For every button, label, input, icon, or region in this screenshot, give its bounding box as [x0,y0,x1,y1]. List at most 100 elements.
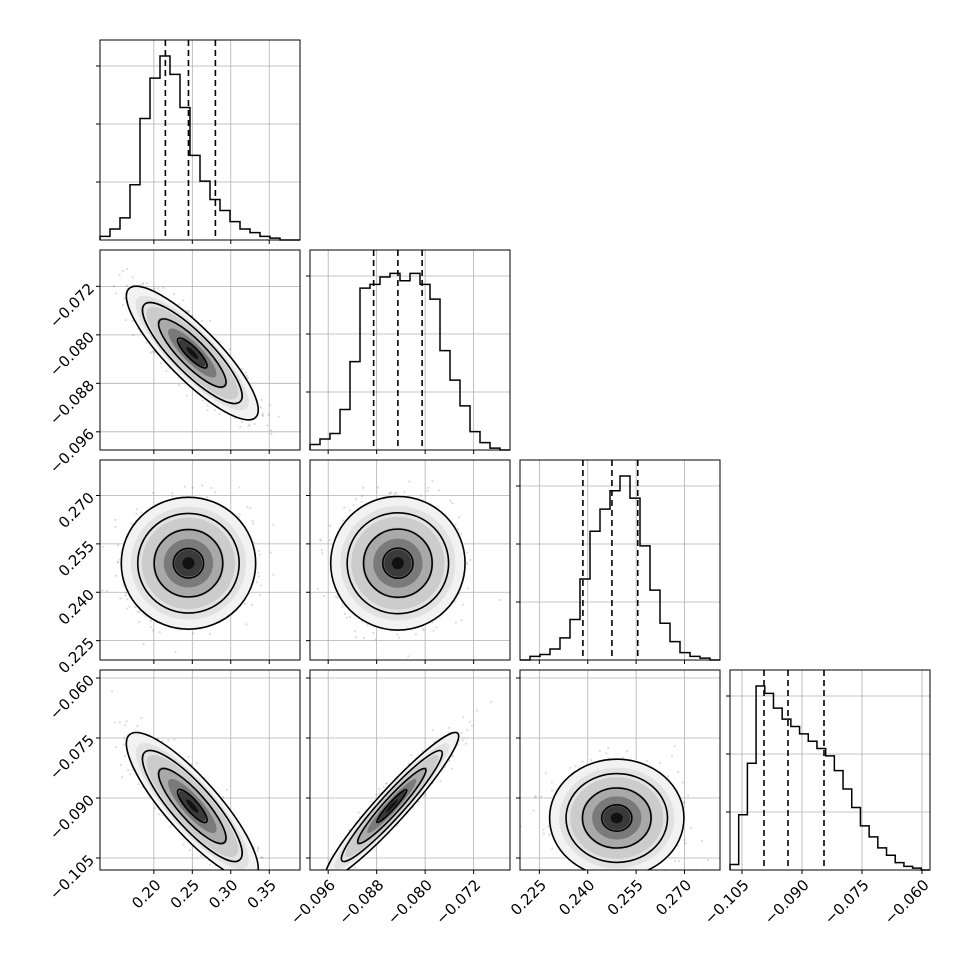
sample-point [376,486,379,489]
sample-point [101,545,104,549]
contour-line [381,547,414,580]
sample-point [115,292,118,295]
sample-point [101,589,104,592]
sample-point [206,495,209,499]
sample-point [182,299,185,302]
sample-point [188,849,191,852]
sample-point [174,651,177,654]
sample-point [431,479,434,482]
sample-point [323,595,326,598]
sample-point [114,518,117,521]
sample-point [466,551,469,554]
sample-point [218,340,221,344]
contour-line [362,528,433,599]
sample-point [118,273,121,277]
sample-point [149,625,152,629]
sample-point [151,350,154,353]
sample-point [395,491,398,494]
sample-point [454,523,457,526]
sample-point [146,282,149,285]
sample-point [328,539,331,542]
sample-point [247,424,250,428]
histogram-step [520,475,720,661]
sample-point [135,508,139,511]
panel-background [520,460,720,660]
sample-point [259,406,262,409]
sample-point [141,283,144,286]
hist-panel-1 [306,249,511,454]
sample-point [239,426,242,429]
sample-point [257,575,261,578]
sample-point [153,807,157,810]
contour-line [120,496,257,630]
sample-point [132,333,135,337]
sample-point [185,309,188,312]
sample-point [398,636,401,639]
sample-point [240,420,243,423]
sample-point [124,591,128,594]
sample-point [248,423,251,426]
sample-point [206,404,209,407]
sample-point [126,607,129,610]
sample-point [178,303,181,306]
sample-point [451,502,454,505]
sample-point [260,398,263,401]
sample-point [419,494,422,497]
sample-point [162,286,165,289]
sample-point [140,511,143,514]
sample-point [269,429,272,432]
sample-point [213,409,216,412]
sample-point [135,512,138,515]
sample-point [353,630,356,633]
density-level [182,557,195,570]
sample-point [352,504,355,507]
sample-point [136,610,139,613]
hist-panel-0 [96,39,301,244]
panel-frame [729,669,931,871]
contour-line [172,547,205,579]
sample-point [246,377,249,380]
sample-point [206,408,209,412]
contour-line [176,337,208,369]
sample-point [153,287,156,290]
sample-point [246,374,249,378]
sample-point [257,846,260,849]
sample-point [114,525,117,528]
sample-point [201,399,204,402]
sample-point [266,424,269,427]
scatter-panel-2 [306,459,511,664]
sample-point [498,599,501,602]
sample-point [134,606,137,609]
sample-point [156,287,159,290]
sample-point [316,587,320,591]
sample-point [257,549,260,553]
sample-point [272,523,275,526]
sample-point [458,516,461,519]
sample-point [249,507,252,510]
sample-point [111,690,114,693]
sample-point [116,561,120,564]
sample-point [449,499,452,502]
sample-point [201,484,204,487]
sample-point [277,415,281,418]
sample-point [105,590,108,593]
sample-point [261,412,264,415]
sample-point [372,631,375,634]
sample-point [214,491,217,494]
sample-point [149,619,152,623]
sample-point [245,623,248,626]
sample-point [153,351,156,354]
sample-point [244,371,247,375]
sample-point [421,627,424,630]
sample-point [138,620,141,624]
sample-point [171,491,174,495]
contour-line [136,512,240,614]
panel-frame [309,249,511,451]
sample-point [320,539,323,542]
panel-content [111,690,264,870]
contour-line [153,528,224,598]
sample-point [125,284,128,287]
sample-point [360,500,363,503]
sample-point [126,598,129,601]
sample-point [319,538,322,541]
